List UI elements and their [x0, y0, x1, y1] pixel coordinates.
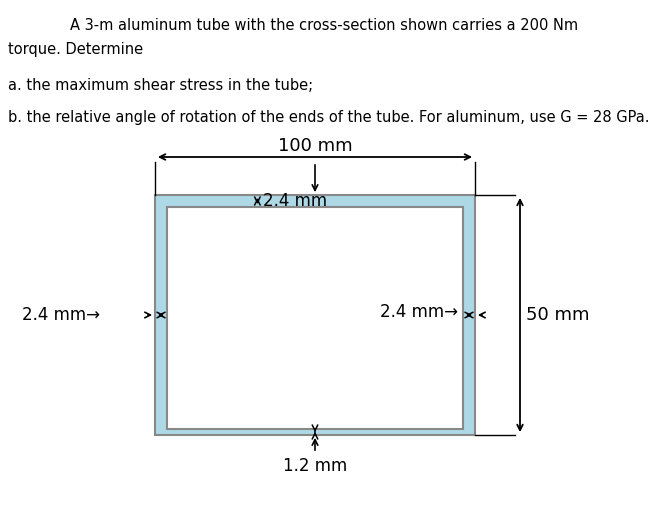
Text: 1.2 mm: 1.2 mm — [283, 457, 347, 475]
Text: A 3-m aluminum tube with the cross-section shown carries a 200 Nm: A 3-m aluminum tube with the cross-secti… — [70, 18, 578, 33]
Bar — [155, 195, 475, 435]
Text: 2.4 mm→: 2.4 mm→ — [380, 303, 458, 321]
Text: torque. Determine: torque. Determine — [8, 42, 143, 57]
Text: 2.4 mm: 2.4 mm — [263, 192, 328, 210]
Text: 100 mm: 100 mm — [278, 137, 352, 155]
Bar — [167, 207, 463, 429]
Text: 2.4 mm→: 2.4 mm→ — [22, 306, 100, 324]
Text: 50 mm: 50 mm — [526, 306, 589, 324]
Text: b. the relative angle of rotation of the ends of the tube. For aluminum, use G =: b. the relative angle of rotation of the… — [8, 110, 649, 125]
Text: a. the maximum shear stress in the tube;: a. the maximum shear stress in the tube; — [8, 78, 313, 93]
